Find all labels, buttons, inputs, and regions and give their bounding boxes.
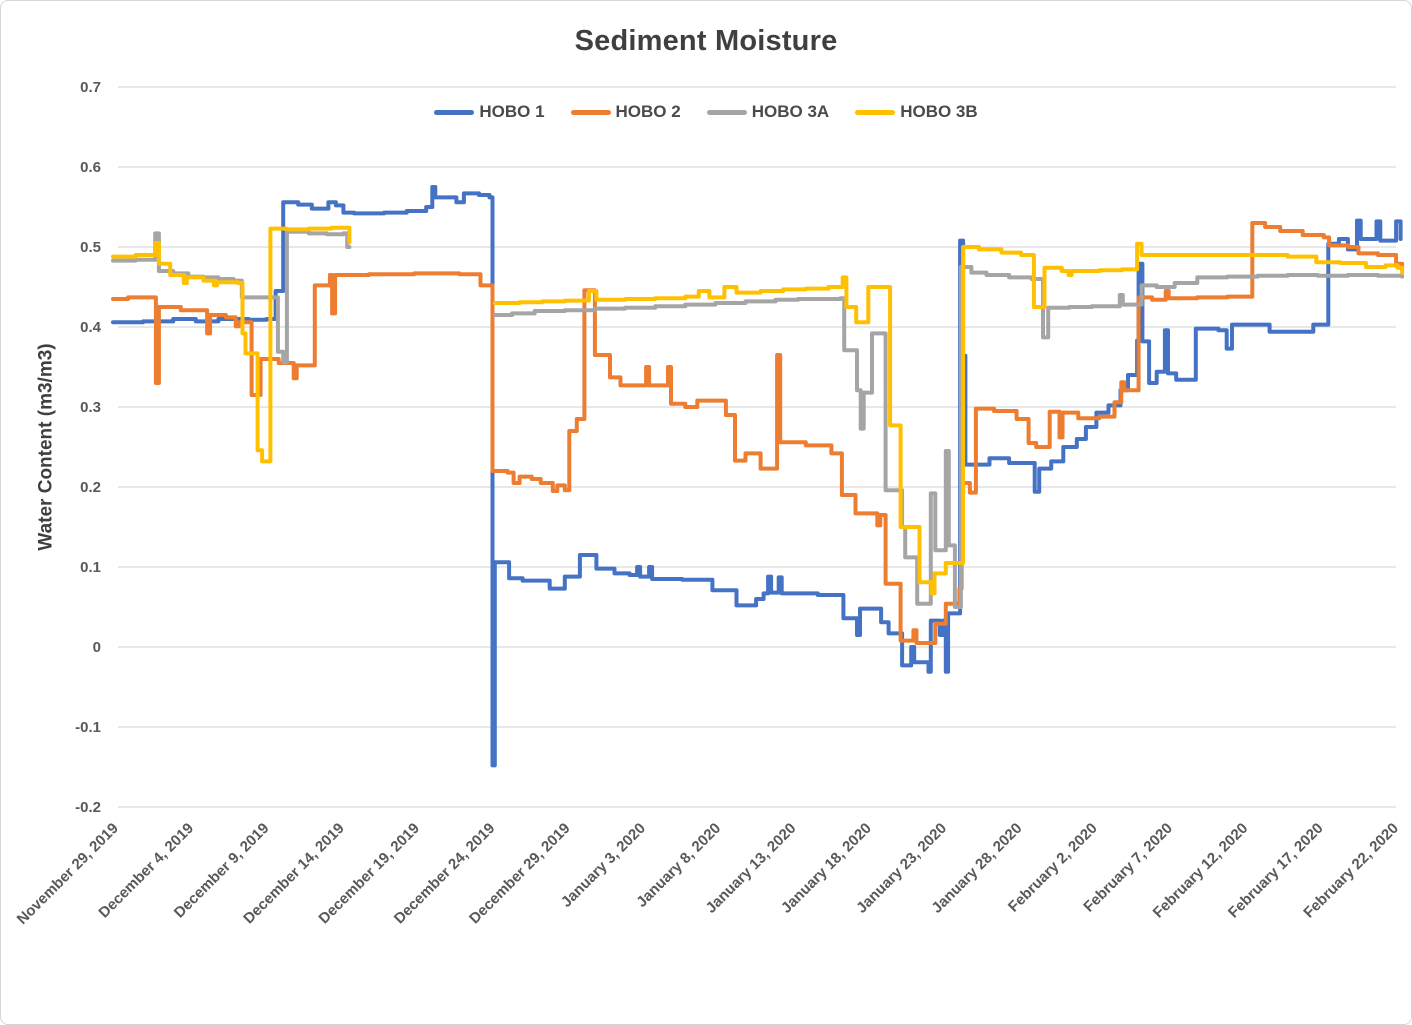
y-axis-tick-label: 0.7 [80, 79, 101, 96]
series-line-hobo3b [492, 241, 1405, 596]
y-axis-tick-label: 0.4 [80, 319, 102, 336]
legend-item-hobo3a: HOBO 3A [706, 102, 830, 122]
y-axis-tick-label: 0.1 [80, 559, 101, 576]
legend-line-swatch-hobo2 [570, 109, 611, 115]
y-axis-tick-label: 0.5 [80, 239, 101, 256]
legend-label: HOBO 3B [900, 102, 978, 121]
legend-label: HOBO 1 [479, 102, 545, 121]
legend: HOBO 1 HOBO 2 HOBO 3A HOBO 3B [1, 102, 1411, 122]
series-line-hobo2 [111, 221, 1405, 645]
chart-title: Sediment Moisture [574, 25, 838, 57]
legend-line-swatch-hobo3a [706, 109, 747, 115]
series-line-hobo1 [111, 185, 1403, 768]
y-axis-tick-label: 0.6 [80, 159, 101, 176]
series-line-hobo3b [111, 225, 352, 464]
legend-item-hobo1: HOBO 1 [434, 102, 545, 122]
y-axis-tick-label: 0.3 [80, 399, 101, 416]
legend-line-swatch-hobo1 [434, 109, 475, 115]
legend-item-hobo2: HOBO 2 [570, 102, 681, 122]
legend-label: HOBO 3A [751, 102, 830, 121]
y-axis-tick-label: -0.1 [75, 719, 101, 736]
y-axis-title: Water Content (m3/m3) [36, 343, 58, 551]
y-axis-tick-label: -0.2 [75, 799, 101, 816]
legend-line-swatch-hobo3b [855, 109, 896, 115]
legend-label: HOBO 2 [615, 102, 681, 121]
series-line-hobo3a [492, 265, 1405, 609]
y-axis-tick-label: 0.2 [80, 479, 101, 496]
y-axis-tick-label: 0 [93, 639, 101, 656]
legend-item-hobo3b: HOBO 3B [855, 102, 978, 122]
